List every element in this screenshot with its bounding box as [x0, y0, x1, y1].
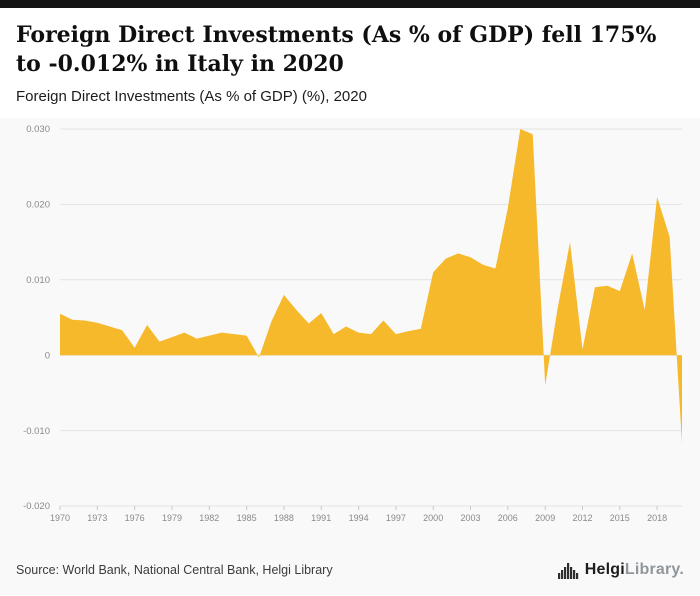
svg-text:2009: 2009: [535, 513, 555, 523]
svg-text:2012: 2012: [572, 513, 592, 523]
svg-text:1988: 1988: [274, 513, 294, 523]
chart-panel: 0.030 0.020 0.010 0 -0.010 -0.020 1970 1973 1976…: [0, 118, 700, 596]
chart-area: 0.030 0.020 0.010 0 -0.010 -0.020 1970 1973 1976…: [0, 118, 700, 545]
svg-text:1970: 1970: [50, 513, 70, 523]
svg-text:1991: 1991: [311, 513, 331, 523]
chart-subtitle: Foreign Direct Investments (As % of GDP)…: [16, 88, 367, 106]
svg-text:-0.010: -0.010: [23, 426, 50, 437]
svg-text:0.020: 0.020: [26, 200, 50, 211]
svg-text:1985: 1985: [237, 513, 257, 523]
logo-text-library: Library.: [624, 561, 684, 579]
helgi-library-logo[interactable]: HelgiLibrary.: [557, 561, 684, 579]
page-title: Foreign Direct Investments (As % of GDP)…: [16, 22, 657, 77]
top-black-bar: [0, 0, 700, 8]
svg-text:1976: 1976: [125, 513, 145, 523]
svg-text:1973: 1973: [87, 513, 107, 523]
svg-text:0: 0: [45, 351, 50, 362]
svg-text:2015: 2015: [610, 513, 630, 523]
chart-header: Foreign Direct Investments (As % of GDP)…: [0, 8, 700, 119]
chart-footer: Source: World Bank, National Central Ban…: [0, 545, 700, 595]
svg-text:2003: 2003: [460, 513, 480, 523]
svg-text:-0.020: -0.020: [23, 501, 50, 512]
svg-text:0.010: 0.010: [26, 275, 50, 286]
logo-text-helgi: Helgi: [584, 561, 625, 579]
svg-text:2000: 2000: [423, 513, 443, 523]
svg-text:0.030: 0.030: [26, 124, 50, 135]
svg-text:1997: 1997: [386, 513, 406, 523]
source-text: Source: World Bank, National Central Ban…: [16, 563, 333, 578]
svg-text:1994: 1994: [349, 513, 369, 523]
svg-text:1979: 1979: [162, 513, 182, 523]
svg-text:2018: 2018: [647, 513, 667, 523]
helgi-bars-icon: [557, 562, 578, 579]
svg-text:1982: 1982: [199, 513, 219, 523]
svg-text:2006: 2006: [498, 513, 518, 523]
